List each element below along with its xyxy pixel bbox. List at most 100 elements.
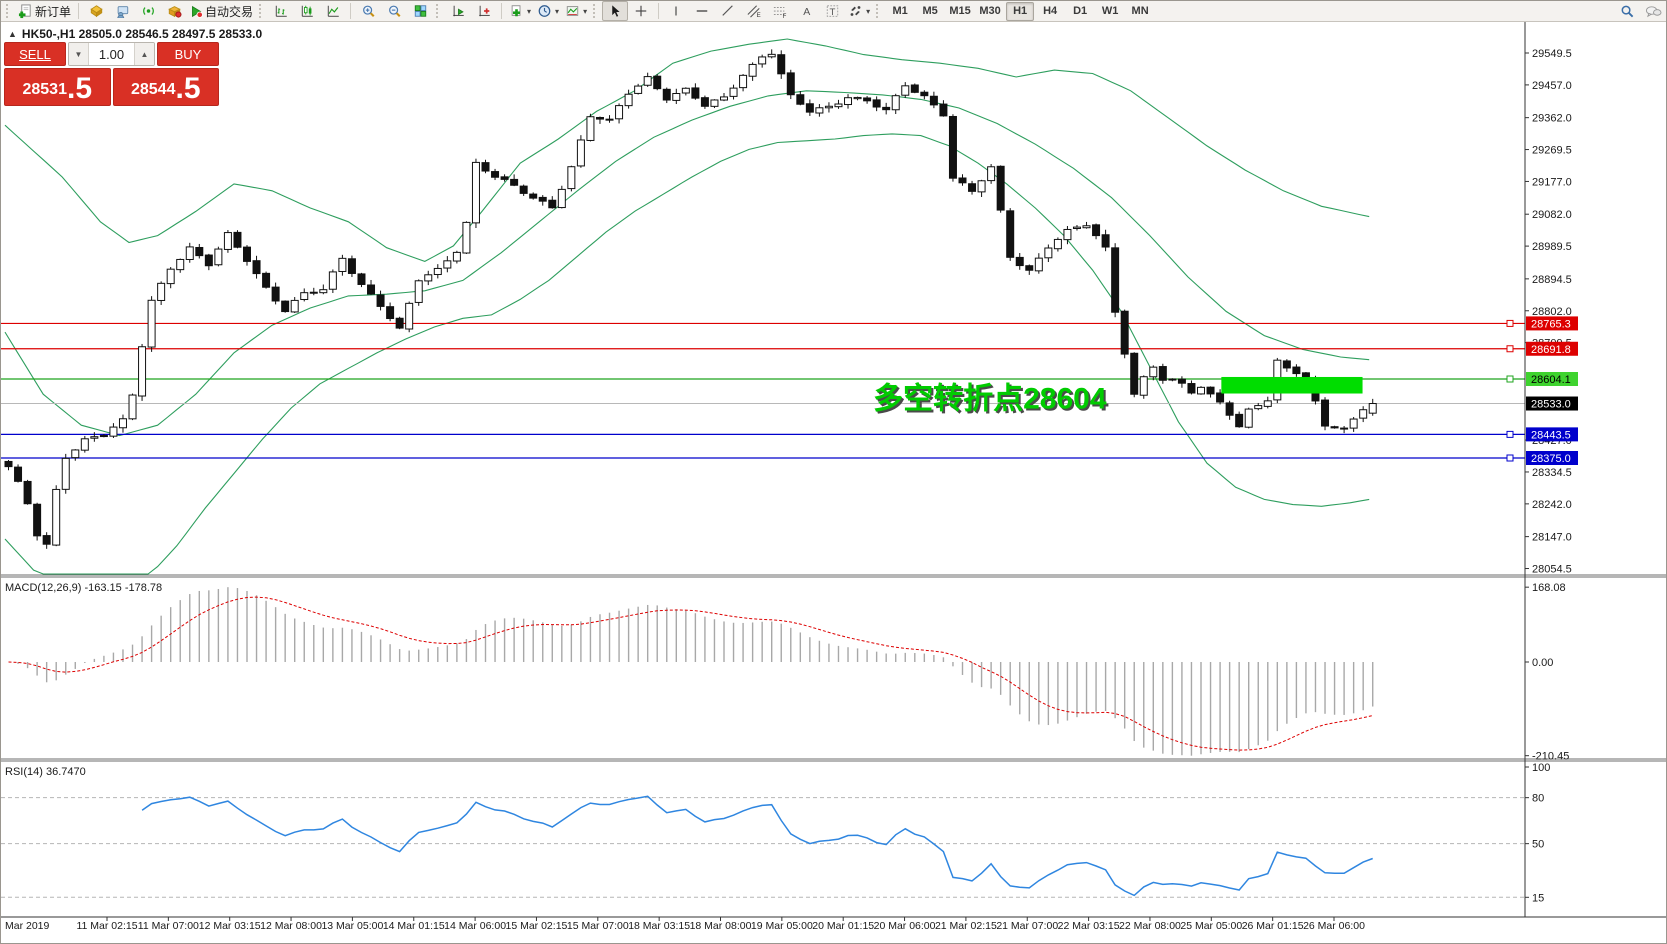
chat-button[interactable]: [1640, 1, 1666, 21]
rsi-indicator: [1, 795, 1525, 898]
metaeditor-button[interactable]: [83, 1, 109, 21]
sell-price-display[interactable]: 28531.5: [4, 68, 111, 106]
vertical-line-button[interactable]: [663, 1, 689, 21]
volume-input[interactable]: [89, 43, 134, 65]
candlestick-series: [4, 49, 1377, 549]
auto-scroll-icon: [452, 5, 464, 17]
svg-text:20 Mar 06:00: 20 Mar 06:00: [874, 920, 936, 932]
price-axis[interactable]: 29549.5 29457.0 29362.0 29269.5 29177.0 29082…: [1525, 48, 1578, 904]
search-button[interactable]: [1614, 1, 1640, 21]
new-order-label: 新订单: [35, 4, 72, 19]
bollinger-bands: [4, 38, 1370, 575]
timeframe-button-D1[interactable]: D1: [1073, 5, 1088, 17]
svg-text:28802.0: 28802.0: [1532, 306, 1572, 318]
chart-shift-button[interactable]: [471, 1, 497, 21]
volume-increase-button[interactable]: ▲: [134, 43, 154, 65]
bar-chart-button[interactable]: [268, 1, 294, 21]
svg-text:21 Mar 07:00: 21 Mar 07:00: [996, 920, 1058, 932]
svg-text:50: 50: [1532, 839, 1544, 851]
text-label-button[interactable]: T: [819, 1, 845, 21]
equidistant-channel-button[interactable]: E: [741, 1, 767, 21]
window-collapse-icon[interactable]: ▲: [8, 29, 17, 39]
crosshair-button[interactable]: [628, 1, 654, 21]
timeframe-button-M15[interactable]: M15: [949, 5, 971, 17]
auto-scroll-button[interactable]: [445, 1, 471, 21]
svg-text:28375.0: 28375.0: [1531, 453, 1571, 465]
templates-button[interactable]: ▾: [562, 1, 590, 21]
svg-text:28894.5: 28894.5: [1532, 274, 1572, 286]
horizontal-line-object[interactable]: [1, 430, 1525, 438]
terminal-icon: [116, 6, 128, 18]
toolbar-grip[interactable]: [876, 4, 882, 18]
toolbar-grip[interactable]: [593, 4, 599, 18]
svg-text:22 Mar 08:00: 22 Mar 08:00: [1119, 920, 1181, 932]
fibonacci-button[interactable]: F: [767, 1, 793, 21]
rsi-line: [141, 795, 1373, 897]
indicators-button[interactable]: ▾: [506, 1, 534, 21]
autotrading-label: 自动交易: [205, 4, 254, 19]
candlestick-chart-button[interactable]: [294, 1, 320, 21]
timeframe-button-M1[interactable]: M1: [892, 5, 908, 17]
toolbar-grip[interactable]: [6, 4, 12, 18]
toolbar-grip[interactable]: [436, 4, 442, 18]
svg-text:Mar 2019: Mar 2019: [5, 920, 50, 932]
arrows-button[interactable]: ▾: [845, 1, 873, 21]
svg-text:28604.1: 28604.1: [1531, 374, 1571, 386]
new-order-icon: [18, 3, 31, 18]
zoom-in-icon: [362, 5, 375, 17]
svg-text:12 Mar 03:15: 12 Mar 03:15: [199, 920, 261, 932]
svg-text:28533.0: 28533.0: [1531, 399, 1571, 411]
svg-text:19 Mar 05:00: 19 Mar 05:00: [751, 920, 813, 932]
horizontal-line-icon: [696, 10, 708, 12]
svg-text:29549.5: 29549.5: [1532, 48, 1572, 60]
svg-text:18 Mar 03:15: 18 Mar 03:15: [628, 920, 690, 932]
timeframe-button-H1[interactable]: H1: [1006, 1, 1035, 21]
svg-text:A: A: [803, 6, 811, 18]
line-chart-button[interactable]: [320, 1, 346, 21]
terminal-button[interactable]: [109, 1, 135, 21]
text-button[interactable]: A: [793, 1, 819, 21]
horizontal-line-object[interactable]: [1, 454, 1525, 462]
periods-button[interactable]: ▾: [534, 1, 562, 21]
trendline-button[interactable]: [715, 1, 741, 21]
tile-windows-button[interactable]: [407, 1, 433, 21]
timeframe-button-W1[interactable]: W1: [1101, 5, 1119, 17]
autotrading-button[interactable]: 自动交易: [187, 1, 256, 21]
sell-button[interactable]: SELL: [4, 42, 66, 66]
arrow-objects-icon: [850, 6, 861, 16]
main-toolbar: 新订单 自动交易: [1, 1, 1666, 22]
svg-text:14 Mar 01:15: 14 Mar 01:15: [383, 920, 445, 932]
zoom-out-button[interactable]: [381, 1, 407, 21]
svg-text:F: F: [783, 13, 787, 18]
volume-decrease-button[interactable]: ▼: [69, 43, 89, 65]
svg-text:28691.8: 28691.8: [1531, 344, 1571, 356]
tile-windows-icon: [414, 5, 426, 17]
zoom-in-button[interactable]: [355, 1, 381, 21]
signals-button[interactable]: [135, 1, 161, 21]
candlestick-chart-icon: [301, 5, 313, 17]
time-axis[interactable]: Mar 2019 11 Mar 02:15 11 Mar 07:00 12 Mar 0…: [5, 917, 1365, 932]
chart-shift-icon: [478, 5, 490, 17]
rectangle-object[interactable]: [1221, 376, 1363, 394]
buy-button[interactable]: BUY: [157, 42, 219, 66]
horizontal-line-button[interactable]: [689, 1, 715, 21]
timeframe-button-MN[interactable]: MN: [1131, 5, 1149, 17]
horizontal-line-object[interactable]: [1, 319, 1525, 327]
timeframe-button-H4[interactable]: H4: [1043, 5, 1058, 17]
indicators-icon: [511, 5, 521, 17]
buy-price-display[interactable]: 28544.5: [112, 68, 219, 106]
hline-price-label: 28375.0: [1526, 451, 1578, 465]
timeframe-button-M30[interactable]: M30: [979, 5, 1001, 17]
toolbar-grip[interactable]: [259, 4, 265, 18]
svg-text:29177.0: 29177.0: [1532, 176, 1572, 188]
new-order-button[interactable]: 新订单: [15, 1, 74, 21]
horizontal-line-object[interactable]: [1, 345, 1525, 353]
cursor-button[interactable]: [602, 1, 629, 21]
timeframe-button-M5[interactable]: M5: [922, 5, 938, 17]
svg-text:-210.45: -210.45: [1532, 751, 1569, 763]
chat-icon: [1645, 5, 1661, 17]
one-click-trading-panel: SELL ▼ ▲ BUY 28531.5 28544.5: [4, 42, 219, 106]
market-button[interactable]: [161, 1, 187, 21]
